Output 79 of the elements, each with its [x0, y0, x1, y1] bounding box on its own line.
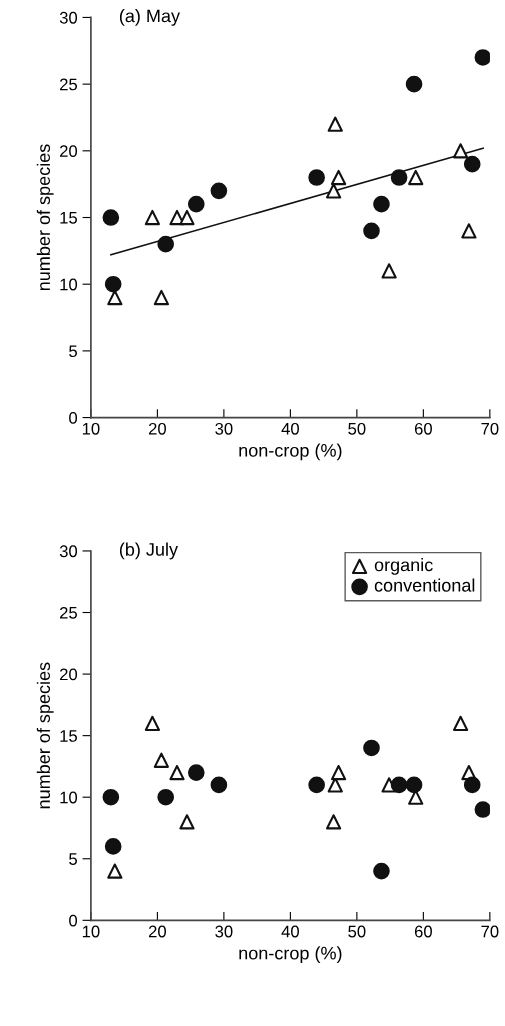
y-tick-label: 0	[69, 914, 78, 927]
x-tick-label: 70	[481, 422, 499, 435]
y-tick-label: 25	[60, 606, 78, 619]
point	[179, 814, 195, 830]
x-tick-label: 10	[82, 422, 100, 435]
point	[102, 788, 120, 806]
point	[330, 169, 347, 186]
point	[187, 195, 205, 213]
x-tick-label: 70	[481, 925, 499, 938]
y-tick-label: 30	[59, 545, 78, 558]
point	[179, 209, 195, 226]
y-axis-title: number of species	[36, 144, 54, 291]
point	[153, 752, 170, 768]
point	[325, 814, 342, 830]
x-tick-label: 50	[348, 422, 366, 435]
legend-label: organic	[374, 558, 433, 575]
point	[373, 862, 390, 880]
y-tick-label: 20	[60, 668, 78, 681]
x-tick-label: 20	[148, 925, 167, 938]
point	[405, 776, 423, 794]
y-axis-title: number of species	[36, 662, 54, 809]
chart-title: (b) July	[119, 542, 178, 560]
y-tick-label: 15	[60, 212, 78, 224]
point	[107, 863, 123, 879]
point	[363, 739, 380, 757]
x-tick-label: 10	[82, 925, 100, 938]
y-tick-label: 5	[69, 853, 78, 865]
point	[373, 195, 390, 213]
x-tick-label: 40	[281, 422, 299, 435]
point	[107, 289, 123, 306]
x-tick-label: 60	[414, 925, 432, 938]
point	[104, 838, 122, 855]
x-tick-label: 20	[148, 422, 167, 435]
y-tick-label: 15	[60, 730, 78, 742]
y-tick-label: 20	[60, 145, 78, 158]
chart-title: (a) May	[119, 9, 180, 26]
point	[390, 169, 408, 186]
point	[157, 788, 175, 806]
y-tick-label: 10	[60, 791, 78, 804]
point	[381, 263, 397, 279]
y-tick-label: 5	[69, 345, 78, 358]
x-tick-label: 40	[281, 925, 299, 938]
y-tick-label: 10	[60, 278, 78, 291]
point	[463, 155, 481, 173]
point	[169, 764, 185, 781]
point	[102, 209, 120, 226]
point	[452, 715, 469, 731]
point	[157, 235, 175, 253]
point	[461, 223, 477, 239]
point	[325, 183, 342, 199]
y-tick-label: 0	[69, 411, 78, 424]
point	[327, 116, 343, 132]
point	[363, 222, 380, 240]
point	[390, 776, 408, 794]
x-tick-label: 50	[348, 925, 366, 938]
point	[474, 801, 490, 818]
point	[452, 143, 469, 159]
point	[330, 764, 347, 781]
point	[408, 169, 424, 186]
y-tick-label: 30	[59, 11, 78, 24]
x-axis-title: non-crop (%)	[239, 946, 342, 964]
point	[308, 169, 325, 186]
point	[210, 182, 228, 200]
point	[104, 275, 122, 293]
legend-label: conventional	[374, 578, 475, 592]
x-axis-title: non-crop (%)	[239, 443, 342, 461]
point	[187, 764, 205, 781]
x-tick-label: 60	[414, 422, 432, 435]
point	[308, 776, 325, 794]
point	[144, 209, 161, 226]
point	[144, 715, 161, 731]
y-tick-label: 25	[60, 78, 78, 91]
x-tick-label: 30	[215, 422, 233, 435]
point	[405, 75, 423, 93]
x-tick-label: 30	[215, 925, 233, 938]
point	[474, 49, 490, 66]
point	[463, 776, 481, 794]
point	[210, 776, 228, 794]
point	[153, 289, 170, 306]
